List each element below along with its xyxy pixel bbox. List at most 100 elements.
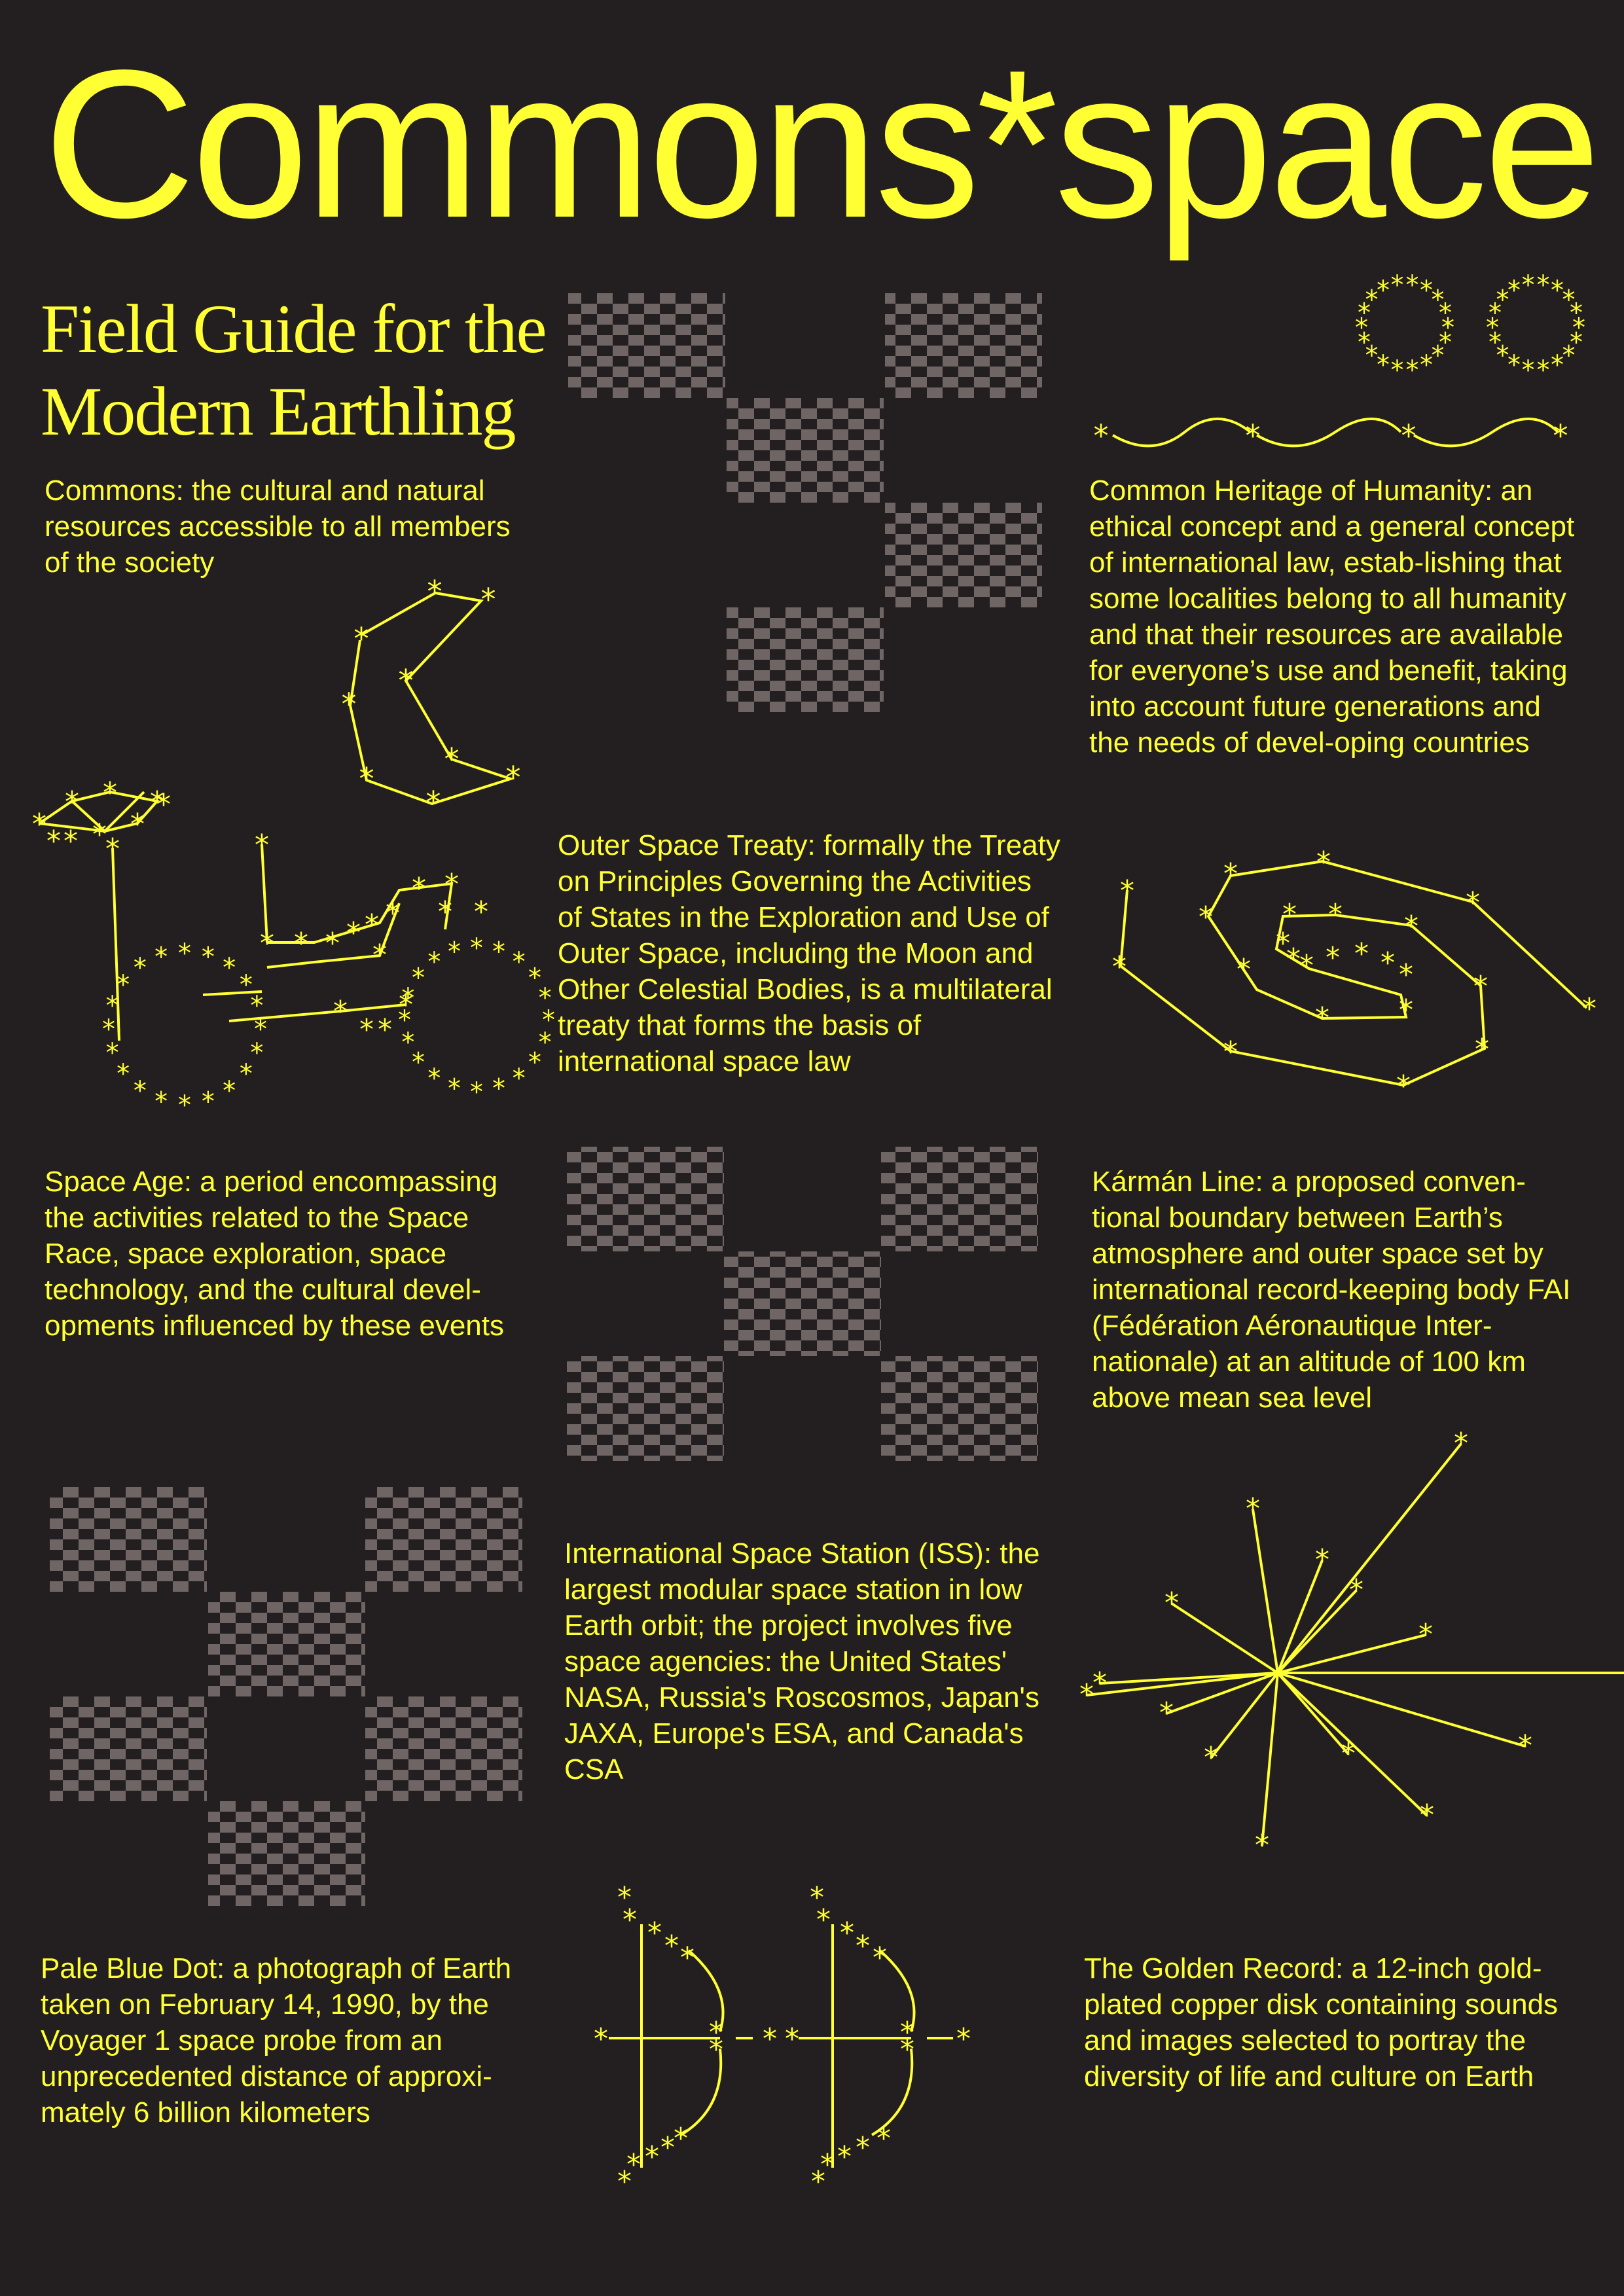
svg-text:*: * bbox=[674, 2122, 688, 2155]
svg-text:*: * bbox=[1475, 1033, 1489, 1066]
checker-cluster-1 bbox=[568, 293, 1042, 712]
svg-text:*: * bbox=[386, 897, 400, 930]
svg-text:*: * bbox=[354, 621, 369, 656]
star-icon: * bbox=[1553, 418, 1568, 454]
star-icon: * bbox=[1377, 276, 1390, 306]
star-icon: * bbox=[398, 1005, 411, 1035]
svg-text:*: * bbox=[372, 939, 387, 972]
svg-text:*: * bbox=[816, 1903, 831, 1937]
svg-text:*: * bbox=[1473, 970, 1488, 1003]
svg-text:*: * bbox=[856, 2131, 870, 2164]
svg-text:*: * bbox=[900, 2016, 914, 2049]
svg-text:*: * bbox=[1223, 1035, 1238, 1069]
star-icon: * bbox=[470, 933, 483, 963]
star-icon: * bbox=[134, 1076, 147, 1106]
svg-text:*: * bbox=[1466, 886, 1480, 920]
star-icon: * bbox=[448, 937, 461, 967]
svg-text:*: * bbox=[333, 995, 348, 1028]
svg-text:*: * bbox=[1380, 946, 1395, 980]
star-icon: * bbox=[528, 963, 541, 993]
svg-text:*: * bbox=[1399, 994, 1413, 1027]
star-ring-right: ************* * * *** bbox=[1486, 270, 1585, 386]
star-icon: * bbox=[106, 991, 119, 1021]
burst-ray bbox=[1277, 1672, 1526, 1748]
star-icon: * bbox=[1507, 350, 1521, 380]
svg-text:*: * bbox=[1112, 950, 1127, 984]
checker-cluster-2 bbox=[567, 1147, 1038, 1461]
svg-text:*: * bbox=[105, 833, 120, 866]
star-icon: * bbox=[240, 1059, 253, 1089]
svg-text:*: * bbox=[1276, 927, 1290, 960]
svg-text:*: * bbox=[1223, 857, 1238, 891]
star-icon: * bbox=[1401, 418, 1416, 454]
svg-text:*: * bbox=[623, 1903, 637, 1937]
star-icon: * bbox=[202, 1086, 215, 1117]
star-icon: * bbox=[492, 1074, 505, 1104]
star-icon: * bbox=[1418, 1618, 1433, 1651]
star-icon: * bbox=[412, 963, 425, 993]
burst-constellation: ************** bbox=[1079, 1427, 1624, 1862]
svg-text:*: * bbox=[438, 895, 452, 929]
svg-text:*: * bbox=[709, 2016, 723, 2049]
star-icon: * bbox=[117, 970, 130, 1000]
svg-text:*: * bbox=[660, 2131, 675, 2164]
burst-ray bbox=[1210, 1672, 1279, 1759]
star-icon: * bbox=[1365, 285, 1378, 315]
svg-text:*: * bbox=[255, 829, 269, 862]
star-icon: * bbox=[1570, 298, 1583, 328]
star-icon: * bbox=[1405, 355, 1418, 386]
svg-text:*: * bbox=[810, 1881, 824, 1914]
definition-iss: International Space Station (ISS): the l… bbox=[564, 1537, 1040, 1785]
svg-text:*: * bbox=[156, 788, 171, 821]
star-icon: * bbox=[250, 991, 263, 1021]
star-icon: * bbox=[1432, 340, 1445, 370]
star-icon: * bbox=[223, 1076, 236, 1106]
star-icon: * bbox=[1420, 1799, 1434, 1832]
burst-ray bbox=[1086, 1672, 1278, 1696]
star-icon: * bbox=[427, 947, 441, 977]
svg-text:*: * bbox=[647, 1916, 662, 1950]
star-icon: * bbox=[1489, 298, 1502, 328]
star-icon: * bbox=[448, 1074, 461, 1104]
burst-ray bbox=[1276, 1672, 1428, 1817]
svg-text:*: * bbox=[378, 1013, 392, 1047]
star-icon: * bbox=[1377, 350, 1390, 380]
star-icon: * bbox=[154, 942, 168, 973]
checker-cluster-3 bbox=[50, 1487, 522, 1906]
svg-text:*: * bbox=[412, 872, 426, 905]
star-icon: * bbox=[1365, 340, 1378, 370]
svg-text:*: * bbox=[1315, 1001, 1329, 1035]
star-icon: * bbox=[1355, 313, 1368, 343]
star-icon: * bbox=[1391, 270, 1404, 300]
star-icon: * bbox=[1164, 1587, 1179, 1620]
definition-karman-line: Kármán Line: a proposed conven-tional bo… bbox=[1092, 1166, 1571, 1414]
svg-text:*: * bbox=[506, 760, 521, 795]
svg-text:*: * bbox=[63, 825, 78, 858]
ring-wave-figure bbox=[1111, 418, 1559, 448]
svg-text:*: * bbox=[785, 2022, 799, 2056]
star-icon: * bbox=[1551, 350, 1564, 380]
star-icon: * bbox=[1454, 1427, 1468, 1460]
svg-text:*: * bbox=[680, 1941, 695, 1975]
star-icon: * bbox=[1572, 313, 1585, 343]
svg-text:*: * bbox=[346, 916, 361, 950]
ring-wave-stars: * * * * bbox=[1094, 418, 1568, 454]
spiral-constellation: *** *** *** *** * * * *** *** *** bbox=[1112, 846, 1597, 1103]
star-icon: * bbox=[1092, 1666, 1107, 1700]
svg-text:*: * bbox=[840, 1916, 854, 1950]
star-icon: * bbox=[539, 1028, 552, 1058]
svg-text:*: * bbox=[811, 2165, 825, 2198]
svg-text:*: * bbox=[873, 1941, 887, 1975]
star-icon: * bbox=[528, 1048, 541, 1078]
subtitle-line-1: Field Guide for the bbox=[41, 291, 547, 367]
svg-text:*: * bbox=[365, 908, 379, 942]
star-icon: * bbox=[542, 1005, 555, 1035]
star-icon: * bbox=[412, 1048, 425, 1078]
svg-text:*: * bbox=[32, 808, 46, 841]
star-icon: * bbox=[178, 939, 191, 969]
svg-text:*: * bbox=[444, 868, 459, 901]
star-icon: * bbox=[1204, 1741, 1218, 1774]
star-icon: * bbox=[134, 953, 147, 983]
star-icon: * bbox=[1255, 1829, 1269, 1862]
